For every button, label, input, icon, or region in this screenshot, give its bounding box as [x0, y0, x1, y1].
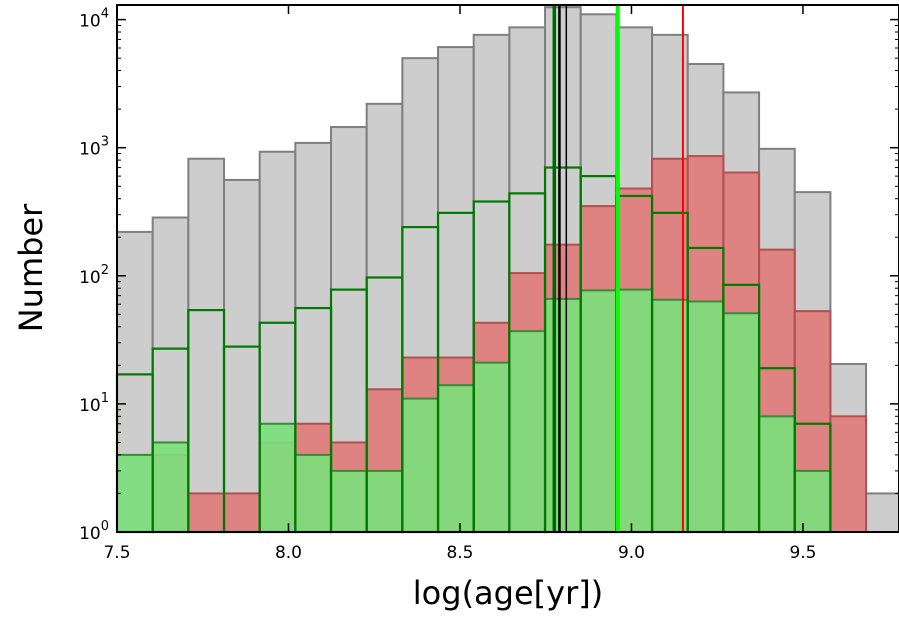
x-axis-label: log(age[yr]) — [413, 574, 603, 612]
series-2-bar-6 — [330, 469, 368, 533]
series-2-bar-7 — [365, 469, 404, 533]
series-2-bar-14 — [615, 288, 654, 533]
series-2-bar-8 — [401, 397, 440, 533]
series-1-bar-2 — [187, 492, 226, 533]
series-2-bar-11 — [508, 330, 547, 533]
y-tick-label-4: 104 — [79, 7, 109, 32]
x-tick-label-0: 7.5 — [103, 543, 130, 563]
series-2-bar-19 — [793, 469, 832, 533]
plot-frame — [116, 4, 899, 533]
series-0-bar-21 — [865, 492, 899, 533]
x-tick-label-4: 9.5 — [789, 543, 816, 563]
series-2-bar-12 — [544, 297, 582, 533]
series-2-bar-15 — [651, 298, 689, 533]
y-tick-label-3: 103 — [79, 135, 109, 160]
series-2-bar-13 — [579, 289, 618, 533]
series-2-bar-9 — [437, 384, 475, 533]
series-0-bar-2 — [187, 157, 226, 534]
series-2-bar-10 — [472, 361, 511, 533]
axes: 7.5 8.0 8.5 9.0 9.5 100 101 102 103 104 — [79, 4, 899, 563]
series-1-bar-20 — [829, 415, 868, 533]
x-tick-label-1: 8.0 — [275, 543, 302, 563]
x-tick-label-2: 8.5 — [446, 543, 473, 563]
series-2-bar-17 — [722, 312, 761, 533]
series-1-bar-3 — [223, 492, 261, 533]
series-2-bar-5 — [294, 453, 333, 533]
y-tick-label-2: 102 — [79, 263, 109, 288]
series-2-bar-1 — [151, 441, 190, 533]
series-2-bar-0 — [116, 453, 154, 533]
x-tick-label-3: 9.0 — [618, 543, 645, 563]
y-tick-label-1: 101 — [79, 391, 109, 416]
y-tick-label-0: 100 — [79, 519, 109, 544]
series-2-bar-4 — [258, 422, 297, 534]
series-2-bar-16 — [686, 300, 725, 533]
series-2-bar-18 — [758, 415, 796, 533]
y-axis-label: Number — [12, 203, 50, 332]
plot-area — [115, 5, 899, 534]
series-0-bar-3 — [223, 178, 261, 534]
